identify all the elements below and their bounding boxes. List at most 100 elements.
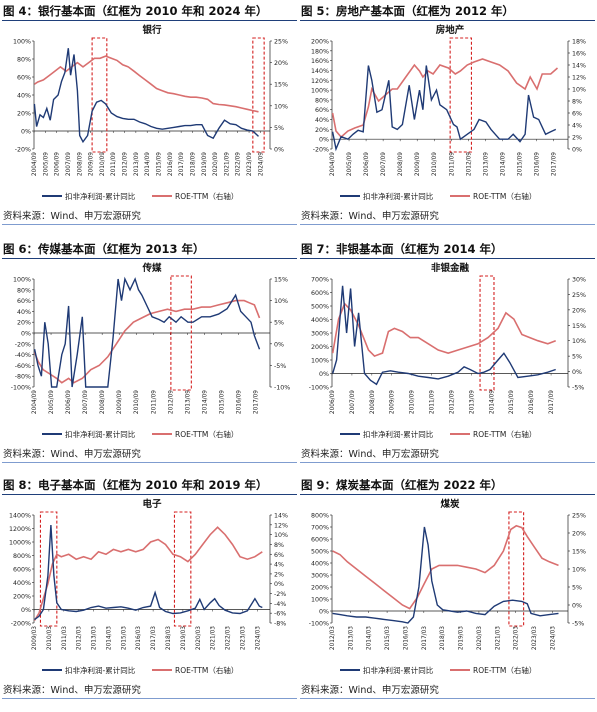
y-left-tick-label: 200%	[13, 594, 31, 601]
y-left-tick-label: -100%	[309, 621, 329, 628]
x-tick-label: 2013/09	[483, 152, 489, 176]
legend-roe-label: ROE-TTM（右轴）	[175, 429, 238, 439]
panel-media: 图 6：传媒基本面（红框为 2013 年） 传媒 -100% -80% -60% -40…	[2, 240, 297, 476]
panel-title: 图 8：电子基本面（红框为 2010 年和 2019 年）	[3, 478, 268, 492]
series-roe-line	[33, 299, 261, 384]
y-left-tick-label: 1200%	[9, 526, 31, 533]
series-roe-line	[33, 55, 259, 113]
y-left-tick-label: 200%	[311, 344, 329, 351]
x-tick-label: 2011/09	[449, 152, 455, 176]
y-left-tick-label: 400%	[311, 561, 329, 568]
y-right-tick-label: 20%	[274, 60, 288, 67]
chart-real-estate: 房地产 -20% 0% 20% 40% 60% 80% 100% 120% 140% 160% 180…	[311, 24, 586, 201]
panel-header: 图 5：房地产基本面（红框为 2012 年）	[300, 2, 595, 21]
y-right-tick-label: 18%	[572, 39, 586, 46]
chart-coal: 煤炭 -100% 0% 100% 200% 300% 400% 500% 600% 700% 800…	[309, 498, 586, 675]
chart-title: 银行	[142, 24, 162, 36]
x-tick-label: 2020/03	[477, 626, 483, 650]
x-tick-label: 2012/09	[123, 152, 129, 176]
panel-title: 图 4：银行基本面（红框为 2010 年和 2024 年）	[3, 4, 268, 18]
panel-electronics: 图 8：电子基本面（红框为 2010 年和 2019 年） 电子 -200% 0% 2…	[2, 476, 297, 712]
legend-roe-label: ROE-TTM（右轴）	[473, 429, 536, 439]
legend-roe-label: ROE-TTM（右轴）	[175, 191, 238, 201]
x-tick-label: 2014/09	[202, 390, 208, 414]
x-tick-label: 2012/03	[330, 626, 336, 650]
x-tick-label: 2016/09	[168, 152, 174, 176]
y-right-tick-label: 25%	[572, 292, 586, 299]
x-tick-label: 2021/03	[211, 626, 217, 650]
legend-roe-label: ROE-TTM（右轴）	[473, 191, 536, 201]
y-right-tick-label: -5%	[572, 621, 584, 628]
x-tick-label: 2004/09	[32, 390, 38, 414]
x-tick-label: 2016/09	[529, 390, 535, 414]
y-left-tick-label: 100%	[13, 39, 31, 46]
divider	[2, 224, 297, 225]
panel-banking: 图 4：银行基本面（红框为 2010 年和 2024 年） 银行 -20% 0% 20…	[2, 2, 297, 238]
highlight-box	[508, 511, 525, 627]
y-left-tick-label: 400%	[13, 580, 31, 587]
x-tick-label: 2005/09	[43, 152, 49, 176]
legend-profit-label: 扣非净利润-累计同比	[65, 191, 136, 201]
x-tick-label: 2015/03	[121, 626, 127, 650]
y-right-tick-label: 8%	[572, 99, 582, 106]
y-left-tick-label: 40%	[17, 93, 31, 100]
y-left-tick-label: 0%	[21, 607, 31, 614]
x-tick-label: 2007/09	[83, 390, 89, 414]
x-tick-label: 2010/03	[47, 626, 53, 650]
x-tick-label: 2014/09	[489, 390, 495, 414]
y-left-tick-label: -100%	[309, 385, 329, 392]
y-right-tick-label: 10%	[274, 298, 288, 305]
x-tick-label: 2017/09	[552, 152, 558, 176]
y-left-tick-label: 100%	[311, 358, 329, 365]
x-tick-label: 2014/03	[367, 626, 373, 650]
x-tick-label: 2019/03	[459, 626, 465, 650]
y-right-tick-label: 10%	[572, 567, 586, 574]
x-tick-label: 2023/09	[247, 152, 253, 176]
y-right-tick-label: 4%	[572, 123, 582, 130]
x-tick-label: 2005/09	[49, 390, 55, 414]
x-tick-label: 2011/03	[62, 626, 68, 650]
chart-media: 传媒 -100% -80% -60% -40% -20% 0% 20% 40% 60% 80% 100…	[11, 262, 291, 439]
y-left-tick-label: 500%	[311, 549, 329, 556]
series-profit-line	[33, 276, 261, 388]
y-right-tick-label: 0%	[572, 147, 582, 154]
x-tick-label: 2023/03	[240, 626, 246, 650]
divider	[300, 224, 595, 225]
source-note: 资料来源：Wind、申万宏源研究	[301, 449, 439, 460]
x-tick-label: 2014/09	[500, 152, 506, 176]
chart-title: 电子	[142, 498, 162, 510]
x-tick-label: 2018/09	[190, 152, 196, 176]
y-right-tick-label: 6%	[572, 111, 582, 118]
y-left-tick-label: 120%	[311, 78, 329, 85]
divider	[300, 462, 595, 463]
panel-header: 图 7：非银基本面（红框为 2014 年）	[300, 240, 595, 259]
y-right-tick-label: 25%	[572, 513, 586, 520]
x-tick-label: 2013/09	[469, 390, 475, 414]
y-left-tick-label: 0%	[319, 371, 329, 378]
y-left-tick-label: -200%	[11, 621, 31, 628]
y-right-tick-label: 2%	[274, 571, 284, 578]
x-tick-label: 2017/03	[151, 626, 157, 650]
y-right-tick-label: 15%	[274, 82, 288, 89]
y-left-tick-label: 20%	[17, 111, 31, 118]
y-left-tick-label: 100%	[13, 277, 31, 284]
highlight-box	[449, 37, 472, 153]
panel-header: 图 6：传媒基本面（红框为 2013 年）	[2, 240, 297, 259]
panel-header: 图 4：银行基本面（红框为 2010 年和 2024 年）	[2, 2, 297, 21]
y-left-tick-label: 40%	[315, 117, 329, 124]
x-tick-label: 2008/09	[398, 152, 404, 176]
divider	[2, 698, 297, 699]
chart-banking: 银行 -20% 0% 20% 40% 60% 80% 100% 0% 5% 10% 15% 20% 25%…	[13, 24, 288, 201]
x-tick-label: 2019/03	[181, 626, 187, 650]
x-tick-label: 2014/09	[145, 152, 151, 176]
chart-title: 煤炭	[440, 498, 460, 510]
y-right-tick-label: 5%	[274, 125, 284, 132]
y-left-tick-label: 600%	[13, 567, 31, 574]
y-right-tick-label: 0%	[274, 581, 284, 588]
series-profit-line	[332, 285, 556, 386]
x-tick-label: 2018/03	[166, 626, 172, 650]
x-tick-label: 2011/09	[151, 390, 157, 414]
x-tick-label: 2016/03	[403, 626, 409, 650]
x-tick-label: 2010/09	[432, 152, 438, 176]
x-tick-label: 2014/03	[106, 626, 112, 650]
